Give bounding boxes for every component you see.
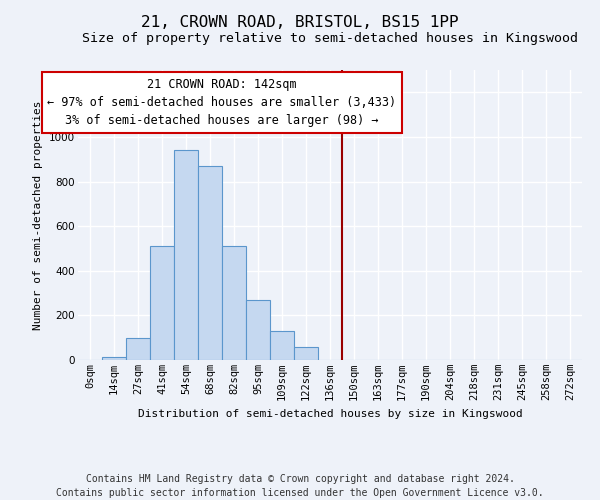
Bar xyxy=(222,246,246,360)
Bar xyxy=(102,356,126,360)
Bar xyxy=(270,331,294,360)
Bar xyxy=(246,300,270,360)
Text: 21 CROWN ROAD: 142sqm
← 97% of semi-detached houses are smaller (3,433)
3% of se: 21 CROWN ROAD: 142sqm ← 97% of semi-deta… xyxy=(47,78,397,127)
Bar xyxy=(126,338,150,360)
Text: Contains HM Land Registry data © Crown copyright and database right 2024.
Contai: Contains HM Land Registry data © Crown c… xyxy=(56,474,544,498)
Bar xyxy=(174,150,198,360)
Y-axis label: Number of semi-detached properties: Number of semi-detached properties xyxy=(34,100,43,330)
X-axis label: Distribution of semi-detached houses by size in Kingswood: Distribution of semi-detached houses by … xyxy=(137,408,523,418)
Bar xyxy=(294,346,318,360)
Text: 21, CROWN ROAD, BRISTOL, BS15 1PP: 21, CROWN ROAD, BRISTOL, BS15 1PP xyxy=(141,15,459,30)
Bar xyxy=(150,246,174,360)
Bar xyxy=(198,166,222,360)
Title: Size of property relative to semi-detached houses in Kingswood: Size of property relative to semi-detach… xyxy=(82,32,578,45)
